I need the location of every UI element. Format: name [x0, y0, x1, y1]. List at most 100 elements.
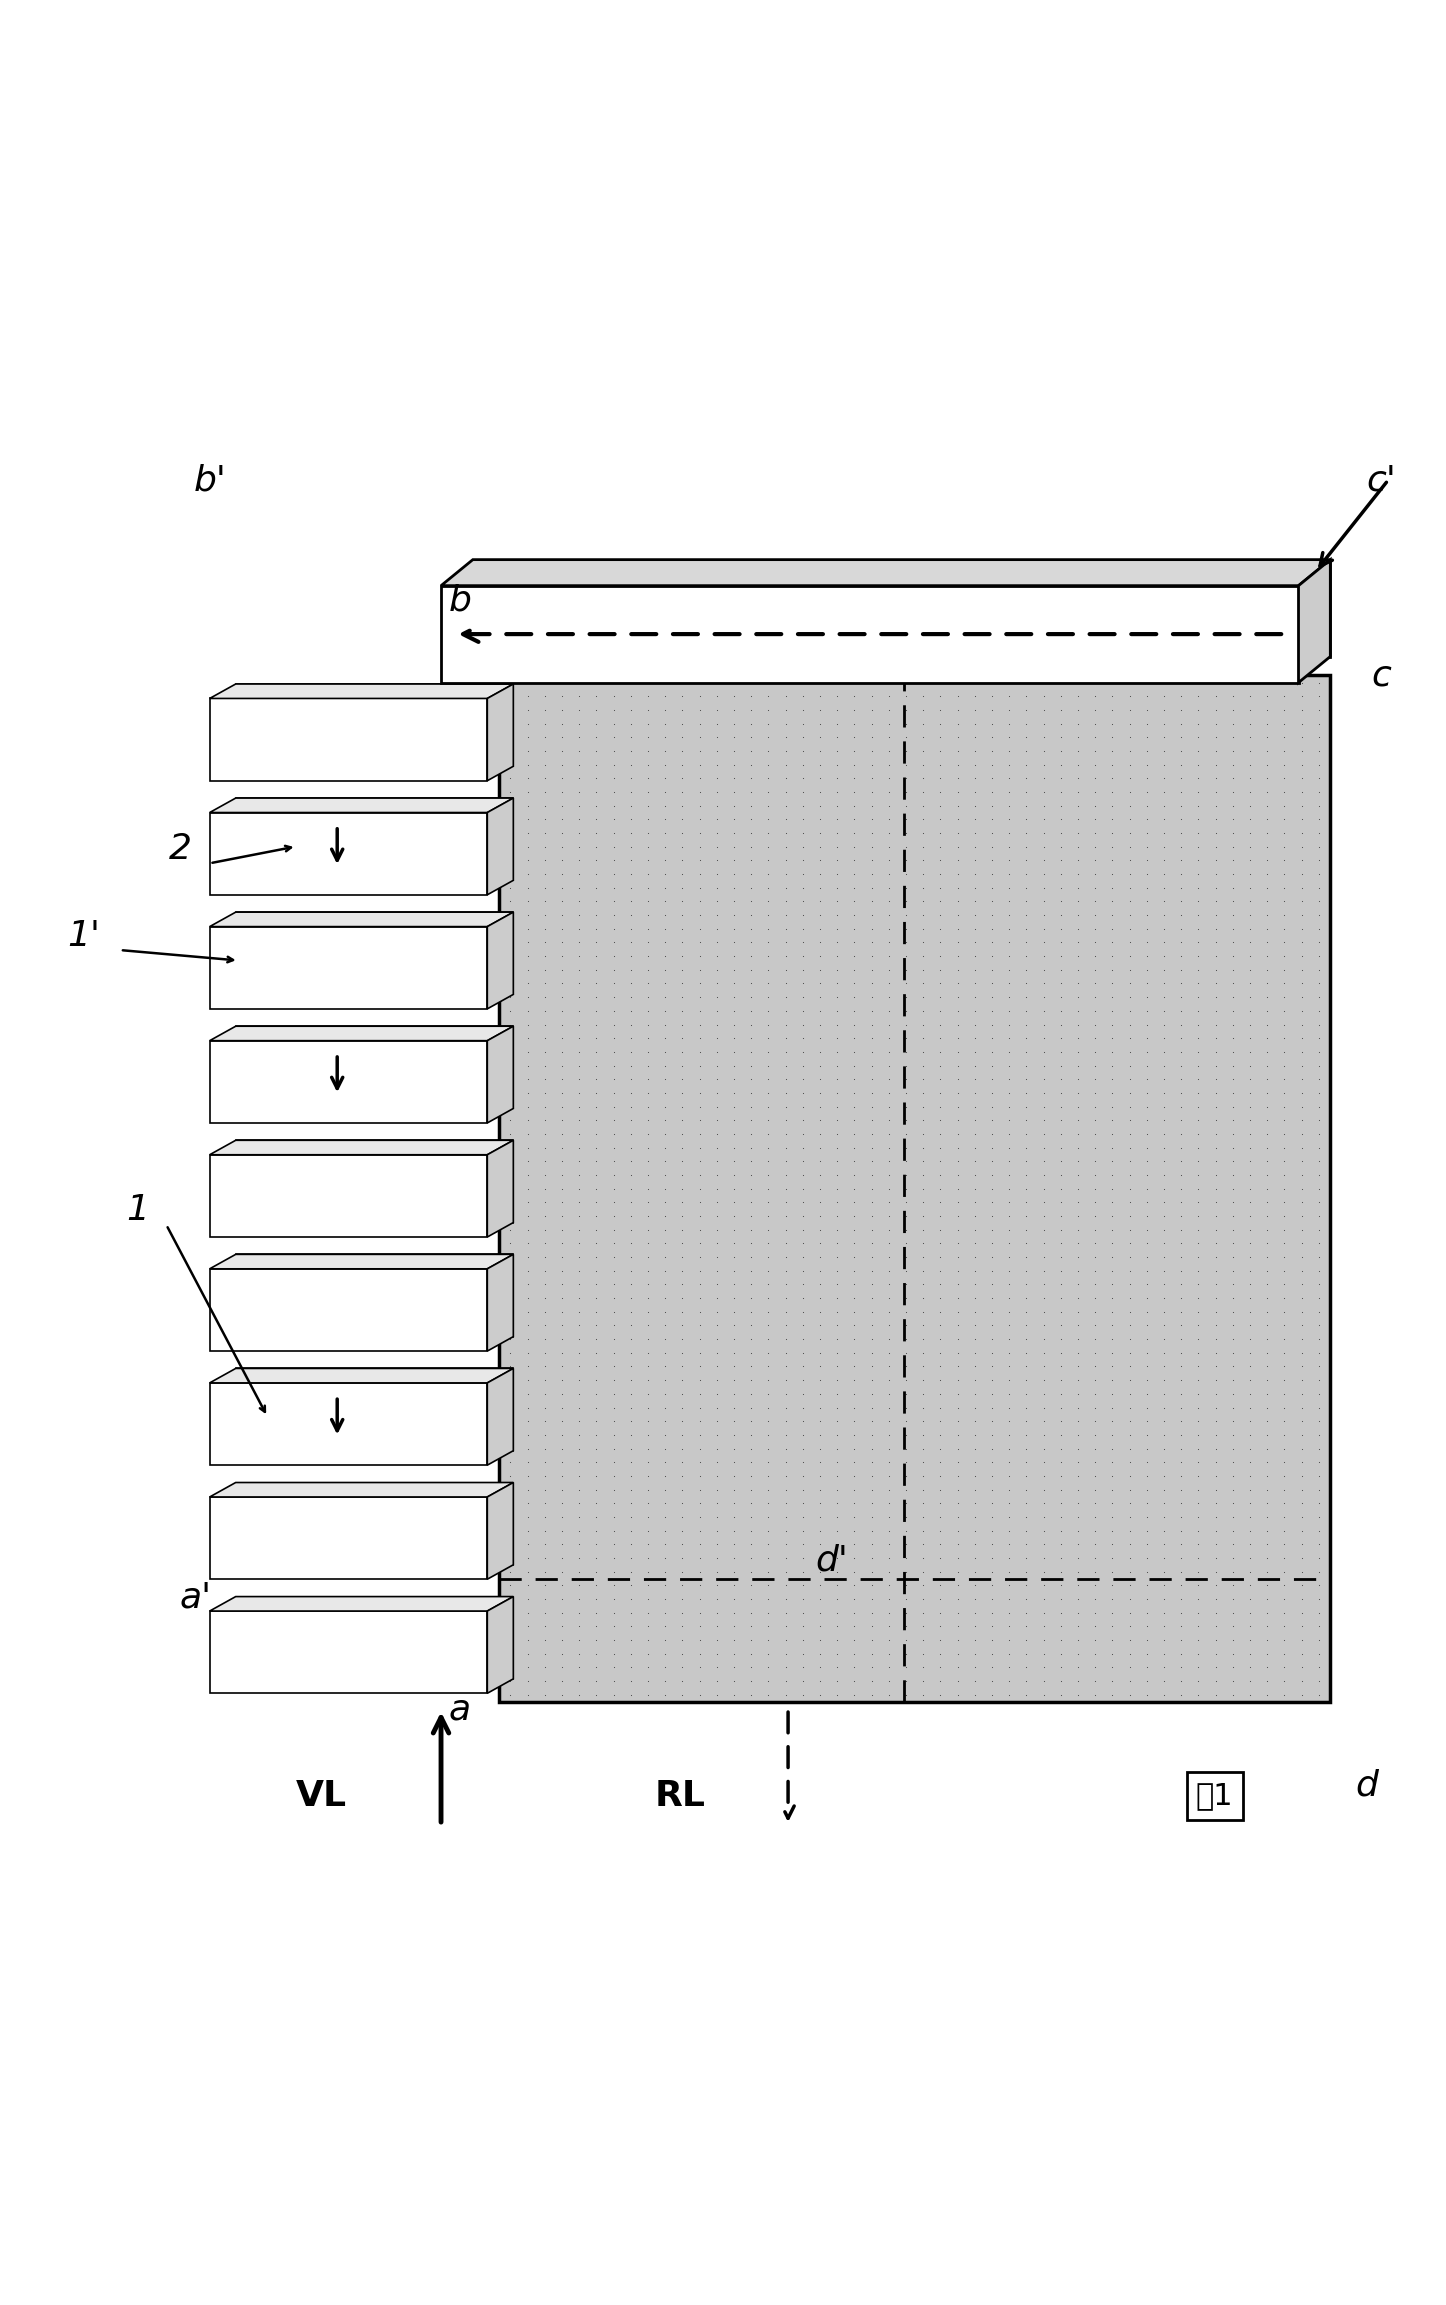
Point: [791, 1415, 814, 1452]
Point: [1032, 1060, 1056, 1097]
Point: [860, 1512, 884, 1549]
Point: [706, 774, 729, 811]
Point: [756, 719, 779, 756]
Point: [1187, 761, 1210, 798]
Point: [1272, 883, 1296, 920]
Point: [1238, 1484, 1261, 1521]
Point: [946, 869, 969, 906]
Point: [1222, 1238, 1245, 1275]
Point: [1290, 869, 1313, 906]
Point: [568, 910, 591, 947]
Point: [688, 1238, 711, 1275]
Point: [1100, 1498, 1124, 1535]
Point: [1255, 719, 1278, 756]
Point: [756, 1415, 779, 1452]
Point: [843, 705, 866, 742]
Point: [534, 1457, 557, 1494]
Point: [1170, 1143, 1193, 1180]
Point: [671, 1321, 694, 1358]
Point: [911, 855, 934, 892]
Point: [756, 1046, 779, 1083]
Point: [1050, 692, 1073, 728]
Point: [1205, 1554, 1228, 1590]
Bar: [499, 675, 1330, 1701]
Point: [826, 1623, 849, 1660]
Point: [1100, 1143, 1124, 1180]
Point: [568, 788, 591, 825]
Point: [671, 1404, 694, 1441]
Point: [911, 1526, 934, 1563]
Point: [963, 1676, 986, 1713]
Point: [860, 1005, 884, 1042]
Point: [619, 705, 642, 742]
Point: [791, 1199, 814, 1235]
Point: [1066, 1171, 1089, 1208]
Point: [1290, 733, 1313, 770]
Point: [671, 1581, 694, 1618]
Point: [998, 1595, 1021, 1632]
Point: [1100, 664, 1124, 701]
Point: [911, 800, 934, 837]
Point: [1066, 1046, 1089, 1083]
Point: [1050, 1238, 1073, 1275]
Point: [998, 1676, 1021, 1713]
Point: [895, 1554, 918, 1590]
Point: [878, 1390, 901, 1427]
Point: [1100, 966, 1124, 1003]
Point: [499, 1307, 522, 1344]
Point: [756, 924, 779, 961]
Point: [636, 1662, 659, 1699]
Point: [671, 883, 694, 920]
Point: [808, 800, 831, 837]
Point: [516, 1143, 539, 1180]
Point: [860, 1238, 884, 1275]
Point: [860, 924, 884, 961]
Point: [1066, 1648, 1089, 1685]
Point: [1290, 1074, 1313, 1111]
Point: [516, 1609, 539, 1646]
Point: [774, 1335, 797, 1371]
Point: [791, 705, 814, 742]
Point: [654, 678, 677, 715]
Point: [619, 1252, 642, 1288]
Point: [1152, 1662, 1176, 1699]
Point: [1015, 1662, 1038, 1699]
Point: [654, 827, 677, 864]
Point: [1135, 1185, 1158, 1222]
Point: [723, 1143, 746, 1180]
Point: [1135, 897, 1158, 934]
Point: [1100, 1676, 1124, 1713]
Point: [584, 1404, 607, 1441]
Point: [843, 1060, 866, 1097]
Point: [1032, 1199, 1056, 1235]
Point: [636, 1143, 659, 1180]
Point: [1118, 869, 1141, 906]
Point: [654, 1102, 677, 1139]
Point: [602, 678, 625, 715]
Point: [654, 1567, 677, 1604]
Point: [1205, 1567, 1228, 1604]
Point: [602, 705, 625, 742]
Point: [568, 719, 591, 756]
Point: [568, 1540, 591, 1577]
Point: [826, 705, 849, 742]
Point: [791, 733, 814, 770]
Point: [1205, 1033, 1228, 1070]
Point: [878, 692, 901, 728]
Point: [1187, 1019, 1210, 1056]
Bar: [236, 1597, 513, 1678]
Point: [1100, 1581, 1124, 1618]
Point: [499, 1088, 522, 1125]
Point: [671, 1102, 694, 1139]
Point: [671, 897, 694, 934]
Point: [1205, 1199, 1228, 1235]
Point: [1135, 1443, 1158, 1480]
Point: [1187, 1404, 1210, 1441]
Point: [878, 1457, 901, 1494]
Point: [1135, 1157, 1158, 1194]
Point: [568, 1443, 591, 1480]
Point: [1135, 761, 1158, 798]
Point: [551, 1512, 574, 1549]
Point: [1238, 1581, 1261, 1618]
Point: [1307, 1404, 1330, 1441]
